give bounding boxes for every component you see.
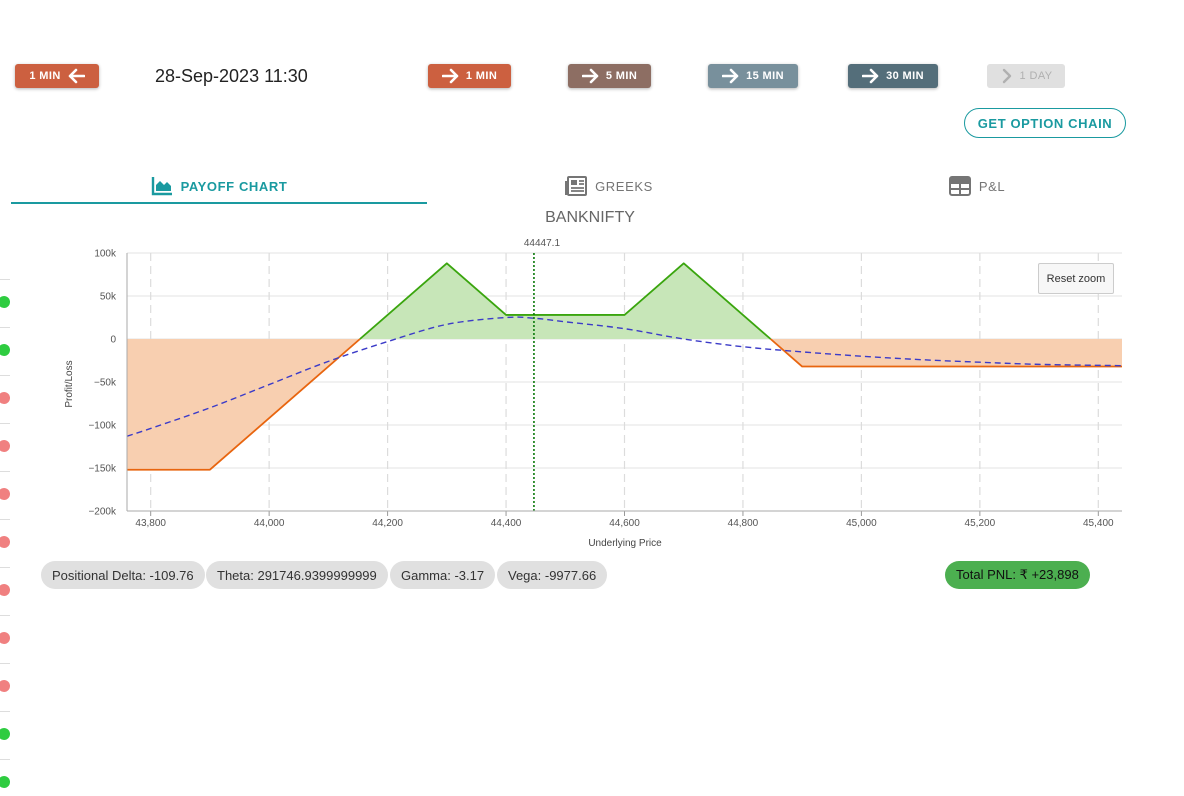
gamma-chip: Gamma: -3.17 [390, 561, 496, 589]
y-tick-label: −150k [88, 464, 117, 475]
leg-divider [0, 279, 10, 280]
leg-divider [0, 615, 10, 616]
x-tick-label: 44,800 [728, 518, 759, 529]
spot-price-label: 44447.1 [524, 238, 561, 249]
x-tick-label: 44,200 [372, 518, 403, 529]
x-tick-label: 44,000 [254, 518, 285, 529]
tab-pnl[interactable]: P&L [791, 168, 1163, 204]
get-option-chain-button[interactable]: GET OPTION CHAIN [964, 108, 1126, 138]
active-tab-indicator [11, 202, 427, 204]
forward-1day-button[interactable]: 1 DAY [987, 64, 1065, 88]
leg-divider [0, 759, 10, 760]
leg-divider [0, 567, 10, 568]
vega-chip: Vega: -9977.66 [497, 561, 608, 589]
leg-status-dot[interactable] [0, 296, 10, 308]
leg-divider [0, 375, 10, 376]
forward-label: 30 MIN [886, 70, 924, 82]
leg-status-dot[interactable] [0, 536, 10, 548]
tab-label: GREEKS [595, 178, 653, 194]
tab-label: PAYOFF CHART [180, 178, 288, 194]
x-tick-label: 45,000 [846, 518, 877, 529]
expiry-payoff-line [359, 262, 772, 340]
leg-divider [0, 471, 10, 472]
table-icon [948, 176, 971, 196]
x-tick-label: 44,600 [609, 518, 640, 529]
profit-area [359, 263, 771, 339]
reset-zoom-button[interactable]: Reset zoom [1038, 263, 1114, 294]
leg-divider [0, 327, 10, 328]
leg-divider [0, 519, 10, 520]
newspaper-icon [565, 176, 588, 196]
y-tick-label: 50k [100, 292, 117, 303]
leg-status-dot[interactable] [0, 488, 10, 500]
positional-delta-chip: Positional Delta: -109.76 [41, 561, 205, 589]
chevron-right-icon [1002, 68, 1011, 84]
payoff-chart[interactable]: BANKNIFTY 100k 50k 0 −50k −100k −150k −200k 43,8… [0, 205, 1184, 555]
leg-status-dot[interactable] [0, 680, 10, 692]
forward-15min-button[interactable]: 15 MIN [708, 64, 798, 88]
tab-greeks[interactable]: GREEKS [427, 168, 791, 204]
leg-divider [0, 663, 10, 664]
arrow-right-icon [722, 68, 739, 84]
chart-title: BANKNIFTY [545, 209, 635, 226]
loss-area [127, 339, 360, 470]
arrow-left-icon [68, 68, 85, 84]
expiry-payoff-line [769, 338, 1122, 368]
forward-label: 1 DAY [1019, 70, 1053, 82]
expiry-payoff-line [127, 338, 361, 471]
forward-30min-button[interactable]: 30 MIN [848, 64, 938, 88]
x-axis-title: Underlying Price [588, 538, 662, 549]
back-1min-button[interactable]: 1 MIN [15, 64, 99, 88]
loss-area [770, 339, 1122, 367]
tab-payoff-chart[interactable]: PAYOFF CHART [11, 168, 427, 204]
leg-status-dot[interactable] [0, 392, 10, 404]
y-tick-label: 0 [110, 335, 116, 346]
target-payoff-line [126, 316, 1123, 437]
y-tick-label: 100k [94, 249, 117, 260]
leg-status-dot[interactable] [0, 584, 10, 596]
y-tick-label: −50k [94, 378, 117, 389]
tab-label: P&L [978, 178, 1006, 194]
current-datetime: 28-Sep-2023 11:30 [155, 66, 308, 86]
theta-chip: Theta: 291746.9399999999 [206, 561, 388, 589]
forward-label: 1 MIN [465, 70, 498, 82]
x-tick-label: 45,400 [1083, 518, 1114, 529]
leg-divider [0, 423, 10, 424]
leg-status-dot[interactable] [0, 440, 10, 452]
leg-divider [0, 711, 10, 712]
x-tick-label: 44,400 [491, 518, 522, 529]
forward-5min-button[interactable]: 5 MIN [568, 64, 651, 88]
arrow-right-icon [441, 68, 459, 84]
total-pnl-chip: Total PNL: ₹ +23,898 [945, 561, 1090, 589]
y-axis-title: Profit/Loss [64, 360, 75, 407]
area-chart-icon [151, 177, 172, 196]
leg-status-dot[interactable] [0, 344, 10, 356]
x-tick-label: 45,200 [965, 518, 996, 529]
leg-status-dot[interactable] [0, 632, 10, 644]
forward-label: 15 MIN [746, 70, 784, 82]
y-tick-label: −200k [88, 507, 117, 518]
arrow-right-icon [862, 68, 879, 84]
arrow-right-icon [581, 68, 599, 84]
back-label: 1 MIN [29, 70, 61, 82]
y-tick-label: −100k [88, 421, 117, 432]
leg-status-dot[interactable] [0, 728, 10, 740]
forward-1min-button[interactable]: 1 MIN [428, 64, 511, 88]
forward-label: 5 MIN [605, 70, 638, 82]
x-tick-label: 43,800 [135, 518, 166, 529]
leg-status-dot[interactable] [0, 776, 10, 788]
